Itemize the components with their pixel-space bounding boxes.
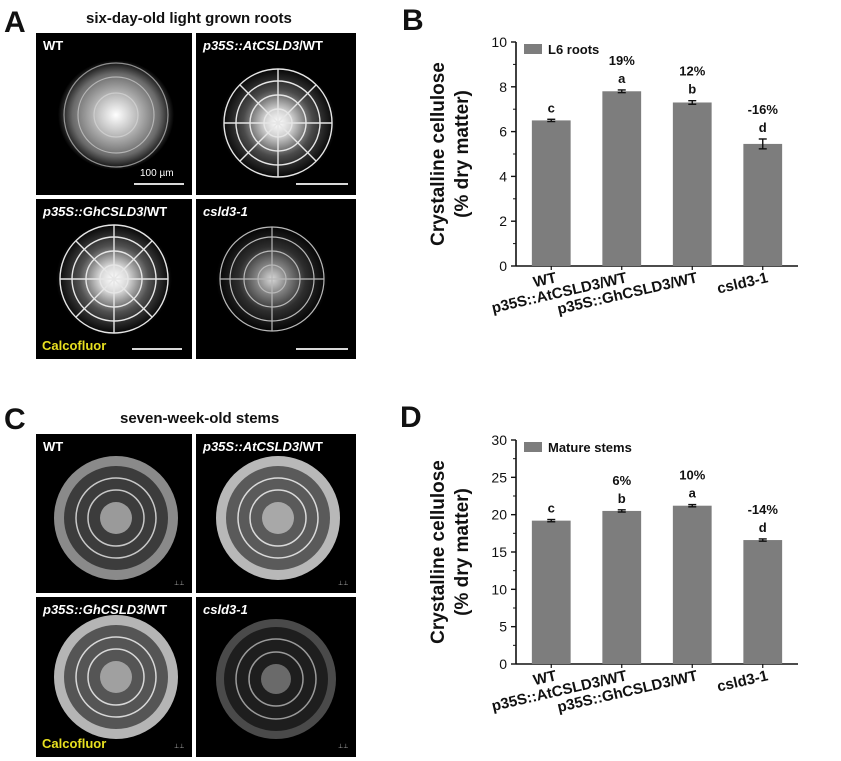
stain-label: Calcofluor: [42, 736, 107, 751]
percent-change-label: 12%: [679, 64, 705, 79]
root-cross-section: [216, 225, 328, 333]
scale-bar: [296, 348, 348, 350]
significance-letter: c: [548, 501, 555, 516]
percent-change-label: 6%: [612, 473, 631, 488]
significance-letter: a: [689, 486, 697, 501]
scale-mark: ⊥⊥: [174, 581, 185, 587]
root-cross-section: [58, 60, 174, 170]
cellulose-roots-chart: 0 2 4 6 8 10 Crystalline cellulose (% dry matte…: [428, 34, 798, 318]
ghcsld3-root-image: p35S::GhCSLD3/WT Calcofluor: [36, 199, 192, 359]
image-label: p35S::GhCSLD3/WT: [43, 602, 168, 617]
percent-change-label: -16%: [748, 102, 779, 117]
y-tick-label: 6: [499, 124, 507, 140]
significance-letter: b: [618, 491, 626, 506]
atcsld3-root-image: p35S::AtCSLD3/WT: [196, 33, 356, 195]
ghcsld3-stem-image: p35S::GhCSLD3/WT Calcofluor ⊥⊥: [36, 597, 192, 757]
y-tick-label: 0: [499, 656, 507, 672]
percent-change-label: -14%: [748, 502, 779, 517]
legend-label: L6 roots: [548, 42, 599, 57]
significance-letter: b: [688, 82, 696, 97]
scale-mark: ⊥⊥: [338, 744, 349, 750]
wt-root-image: WT 100 µm: [36, 33, 192, 195]
y-axis-label: Crystalline cellulose: [428, 460, 449, 644]
atcsld3-stem-image: p35S::AtCSLD3/WT ⊥⊥: [196, 434, 356, 593]
y-tick-label: 30: [491, 432, 507, 448]
root-cross-section: [56, 223, 172, 335]
image-label: csld3-1: [203, 602, 248, 617]
csld3-stem-image: csld3-1 ⊥⊥: [196, 597, 356, 757]
y-tick-label: 5: [499, 619, 507, 635]
stem-cross-section: [216, 619, 336, 739]
panel-d-label: D: [400, 401, 422, 434]
csld3-root-image: csld3-1: [196, 199, 356, 359]
y-tick-label: 20: [491, 507, 507, 523]
panel-a-title: six-day-old light grown roots: [86, 10, 292, 27]
cellulose-stems-chart: 0 5 10 15 20 25 30 Crystalline cellulose (% dry …: [428, 432, 798, 716]
legend-swatch: [524, 442, 542, 452]
stem-cross-section: [216, 456, 340, 580]
bar: [531, 120, 571, 267]
y-axis-label: Crystalline cellulose: [428, 62, 449, 246]
image-label: p35S::AtCSLD3/WT: [203, 439, 323, 454]
percent-change-label: 19%: [609, 53, 635, 68]
percent-change-label: 10%: [679, 468, 705, 483]
x-tick-label: csld3-1: [715, 269, 769, 297]
bar: [531, 520, 571, 664]
bar: [672, 102, 712, 266]
bar: [672, 505, 712, 664]
y-tick-label: 0: [499, 258, 507, 274]
significance-letter: a: [618, 71, 626, 86]
panel-b-label: B: [402, 4, 424, 37]
y-tick-label: 10: [491, 581, 507, 597]
y-axis-label-line2: (% dry matter): [452, 90, 473, 218]
y-axis-label-line2: (% dry matter): [452, 488, 473, 616]
bar: [743, 540, 783, 664]
panel-c-title: seven-week-old stems: [120, 410, 280, 427]
stem-cross-section: [54, 615, 178, 739]
scale-bar: [132, 348, 182, 350]
scale-mark: ⊥⊥: [174, 744, 185, 750]
bar: [602, 91, 642, 266]
scale-label: 100 µm: [140, 168, 174, 179]
x-tick-label: csld3-1: [715, 667, 769, 695]
significance-letter: d: [759, 120, 767, 135]
y-tick-label: 10: [491, 34, 507, 50]
image-label: p35S::GhCSLD3/WT: [43, 204, 168, 219]
panel-c-label: C: [4, 403, 26, 436]
bar: [602, 510, 642, 664]
wt-stem-image: WT ⊥⊥: [36, 434, 192, 593]
y-tick-label: 15: [491, 544, 507, 560]
stain-label: Calcofluor: [42, 338, 107, 353]
x-tick-label: WT: [532, 269, 559, 291]
bar: [743, 143, 783, 266]
stem-cross-section: [54, 456, 178, 580]
scale-bar: [296, 183, 348, 185]
significance-letter: d: [759, 520, 767, 535]
y-tick-label: 4: [499, 168, 507, 184]
root-cross-section: [220, 67, 336, 179]
image-label: p35S::AtCSLD3/WT: [203, 38, 323, 53]
scale-mark: ⊥⊥: [338, 581, 349, 587]
image-label: WT: [43, 439, 64, 454]
y-tick-label: 2: [499, 213, 507, 229]
image-label: WT: [43, 38, 64, 53]
scale-bar: [134, 183, 184, 185]
y-tick-label: 25: [491, 469, 507, 485]
significance-letter: c: [548, 100, 555, 115]
legend-label: Mature stems: [548, 440, 632, 455]
image-label: csld3-1: [203, 204, 248, 219]
legend-swatch: [524, 44, 542, 54]
panel-a-label: A: [4, 6, 26, 39]
y-tick-label: 8: [499, 79, 507, 95]
x-tick-label: WT: [532, 667, 559, 689]
